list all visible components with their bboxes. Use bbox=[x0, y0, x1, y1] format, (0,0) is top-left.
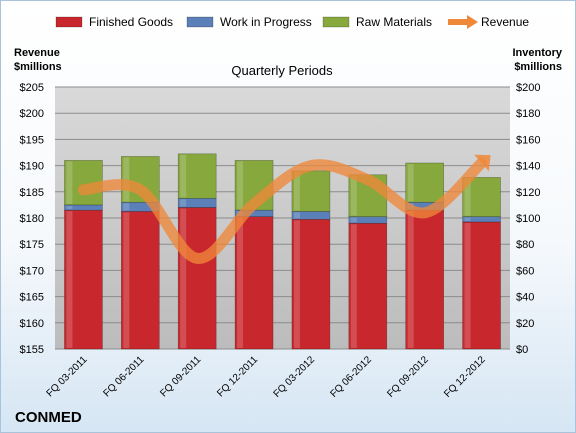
x-tick-label: FQ 03-2012 bbox=[272, 354, 318, 400]
bar-finished-goods bbox=[234, 216, 274, 350]
left-tick-label: $200 bbox=[20, 108, 44, 120]
right-tick-label: $140 bbox=[516, 161, 540, 173]
bar-finished-goods bbox=[348, 222, 388, 350]
bar-highlight bbox=[66, 211, 73, 348]
bar-highlight bbox=[293, 212, 300, 219]
left-axis-title: Revenue $millions bbox=[14, 47, 62, 73]
bar-finished-goods bbox=[462, 221, 501, 350]
left-tick-label: $195 bbox=[20, 134, 44, 146]
x-tick-label: FQ 12-2012 bbox=[442, 354, 488, 400]
legend-arrowhead bbox=[467, 15, 478, 29]
bar-highlight bbox=[464, 217, 471, 221]
left-tick-label: $185 bbox=[20, 187, 44, 199]
bar-highlight bbox=[350, 224, 357, 348]
legend-label: Finished Goods bbox=[89, 15, 173, 29]
right-tick-label: $40 bbox=[516, 292, 534, 304]
bar-finished-goods bbox=[291, 219, 331, 350]
bar-highlight bbox=[66, 205, 73, 210]
bar-highlight bbox=[464, 222, 471, 348]
right-tick-label: $120 bbox=[516, 187, 540, 199]
bar-highlight bbox=[237, 161, 244, 210]
bar-highlight bbox=[180, 154, 187, 198]
bar-highlight bbox=[464, 178, 471, 216]
x-tick-label: FQ 09-2012 bbox=[385, 354, 431, 400]
left-tick-label: $190 bbox=[20, 161, 44, 173]
bar-highlight bbox=[407, 163, 414, 202]
right-axis-title: Inventory $millions bbox=[512, 47, 562, 73]
bar-highlight bbox=[180, 199, 187, 207]
bar-highlight bbox=[123, 157, 130, 202]
right-tick-label: $100 bbox=[516, 213, 540, 225]
legend-swatch bbox=[186, 16, 214, 28]
company-label: CONMED bbox=[15, 409, 82, 426]
x-tick-label: FQ 06-2012 bbox=[328, 354, 374, 400]
right-tick-label: $200 bbox=[516, 82, 540, 94]
bar-highlight bbox=[350, 217, 357, 223]
legend-label: Revenue bbox=[481, 15, 529, 29]
bar-highlight bbox=[350, 175, 357, 216]
bar-finished-goods bbox=[64, 209, 103, 350]
bar-highlight bbox=[407, 211, 414, 348]
left-tick-label: $165 bbox=[20, 292, 44, 304]
right-tick-label: $60 bbox=[516, 265, 534, 277]
bar-finished-goods bbox=[177, 207, 217, 350]
x-tick-label: FQ 06-2011 bbox=[101, 354, 146, 399]
right-tick-label: $80 bbox=[516, 239, 534, 251]
bar-finished-goods bbox=[121, 211, 160, 350]
right-tick-label: $20 bbox=[516, 318, 534, 330]
right-tick-label: $180 bbox=[516, 108, 540, 120]
legend-swatch bbox=[322, 16, 350, 28]
legend-swatch bbox=[55, 16, 83, 28]
left-tick-label: $175 bbox=[20, 239, 44, 251]
left-tick-label: $205 bbox=[20, 82, 44, 94]
bar-highlight bbox=[293, 171, 300, 211]
x-tick-label: FQ 09-2011 bbox=[158, 354, 203, 399]
left-tick-label: $155 bbox=[20, 344, 44, 356]
bar-highlight bbox=[180, 208, 187, 348]
left-tick-label: $170 bbox=[20, 265, 44, 277]
revenue-arrowhead bbox=[474, 154, 491, 172]
legend-label: Work in Progress bbox=[220, 15, 312, 29]
left-tick-label: $160 bbox=[20, 318, 44, 330]
right-tick-label: $0 bbox=[516, 344, 528, 356]
x-tick-label: FQ 03-2011 bbox=[45, 354, 90, 399]
right-tick-label: $160 bbox=[516, 134, 540, 146]
legend-label: Raw Materials bbox=[356, 15, 432, 29]
bar-highlight bbox=[237, 217, 244, 348]
chart-title: Quarterly Periods bbox=[231, 63, 333, 78]
left-tick-label: $180 bbox=[20, 213, 44, 225]
bar-raw-materials bbox=[405, 162, 444, 203]
bar-highlight bbox=[123, 212, 130, 348]
revenue-line bbox=[77, 157, 488, 264]
bar-raw-materials bbox=[177, 153, 217, 199]
bar-highlight bbox=[66, 161, 73, 204]
bar-highlight bbox=[293, 220, 300, 348]
bar-finished-goods bbox=[405, 209, 444, 350]
x-tick-label: FQ 12-2011 bbox=[215, 354, 260, 399]
bar-highlight bbox=[123, 203, 130, 211]
